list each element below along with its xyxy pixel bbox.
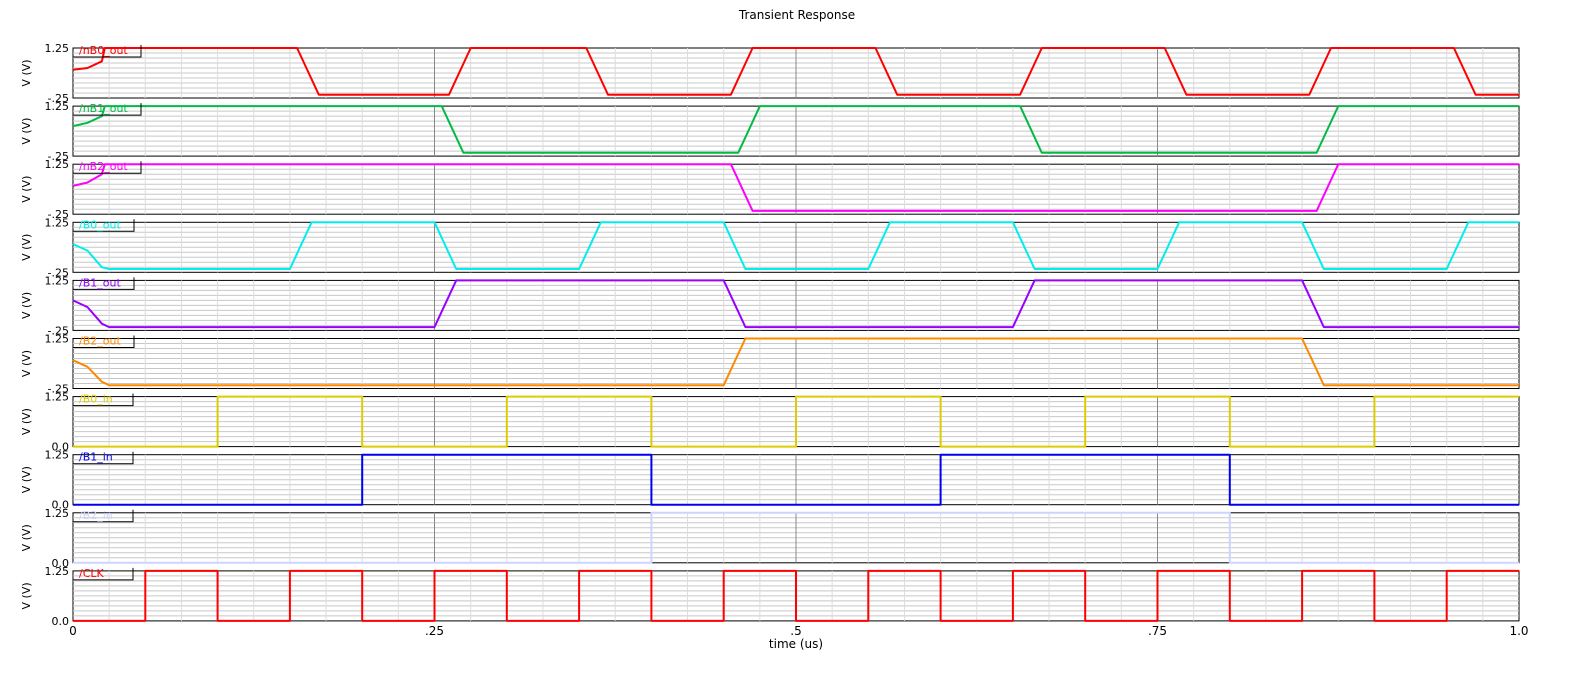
y-tick-label-bottom: 0.0 <box>52 441 70 454</box>
y-axis-label: V (V) <box>20 176 33 203</box>
trace-label[interactable]: /B2_out <box>79 335 121 348</box>
trace-label-frame <box>73 219 135 232</box>
y-tick-label-bottom: -.25 <box>48 208 69 221</box>
y-tick-label-bottom: 0.0 <box>52 557 70 570</box>
trace-label-frame <box>73 103 142 116</box>
y-tick-label-top: 1.25 <box>45 100 70 113</box>
y-axis-label: V (V) <box>20 234 33 261</box>
waveform-line <box>73 569 1519 622</box>
waveform-line <box>72 47 1519 96</box>
waveform-panel: /nB2_out 1.25 -.25 V (V) <box>20 158 1520 221</box>
y-tick-label-top: 1.25 <box>45 42 70 55</box>
trace-label-frame <box>73 45 142 58</box>
y-tick-label-top: 1.25 <box>45 449 70 462</box>
trace-label-frame <box>73 509 134 523</box>
waveform-line <box>73 453 1519 506</box>
y-tick-label-bottom: 0.0 <box>52 615 70 628</box>
x-tick-label: 1.0 <box>1509 624 1528 638</box>
trace-label[interactable]: /CLK <box>79 567 105 580</box>
trace-label-frame <box>73 161 142 174</box>
trace-label-frame <box>73 335 135 348</box>
waveform-panel: /B1_out 1.25 -.25 V (V) <box>20 274 1520 337</box>
x-axis-label: time (us) <box>769 637 823 651</box>
y-axis-label: V (V) <box>20 524 33 551</box>
waveform-line <box>72 221 1519 270</box>
y-tick-label-top: 1.25 <box>45 333 70 346</box>
waveform-line <box>72 105 1519 154</box>
y-tick-label-bottom: 0.0 <box>52 499 70 512</box>
trace-label[interactable]: /B0_in <box>79 393 113 406</box>
y-tick-label-top: 1.25 <box>45 216 70 229</box>
trace-label[interactable]: /B1_in <box>79 451 113 464</box>
y-tick-label-top: 1.25 <box>45 565 70 578</box>
x-tick-label: .5 <box>790 624 801 638</box>
waveform-panel: /B1_in 1.25 0.0 V (V) <box>20 449 1520 512</box>
trace-label[interactable]: /nB0_out <box>79 44 128 57</box>
trace-label[interactable]: /B2_in <box>79 509 113 522</box>
y-axis-label: V (V) <box>20 59 33 86</box>
trace-label-frame <box>73 567 134 581</box>
y-tick-label-top: 1.25 <box>45 158 70 171</box>
y-tick-label-bottom: -.25 <box>48 324 69 337</box>
y-tick-label-bottom: -.25 <box>48 92 69 105</box>
trace-label[interactable]: /B1_out <box>79 276 121 289</box>
trace-label-frame <box>73 451 134 465</box>
y-axis-label: V (V) <box>20 350 33 377</box>
waveform-panel: /B0_out 1.25 -.25 V (V) <box>20 216 1520 279</box>
waveform-line <box>72 163 1519 212</box>
y-tick-label-bottom: -.25 <box>48 266 69 279</box>
y-tick-label-top: 1.25 <box>45 507 70 520</box>
waveform-panel: /B2_in 1.25 0.0 V (V) <box>20 507 1520 570</box>
y-tick-label-top: 1.25 <box>45 391 70 404</box>
y-axis-label: V (V) <box>20 466 33 493</box>
trace-label[interactable]: /B0_out <box>79 218 121 231</box>
chart-title: Transient Response <box>738 8 856 22</box>
y-tick-label-top: 1.25 <box>45 274 70 287</box>
x-tick-label: 0 <box>69 624 77 638</box>
y-axis-label: V (V) <box>20 118 33 145</box>
trace-label-frame <box>73 277 135 290</box>
y-tick-label-bottom: -.25 <box>48 383 69 396</box>
y-axis-label: V (V) <box>20 292 33 319</box>
waveform-panel: /B0_in 1.25 0.0 V (V) <box>20 391 1520 454</box>
waveform-line <box>73 511 1519 564</box>
y-axis-label: V (V) <box>20 582 33 609</box>
waveform-line <box>72 337 1519 387</box>
waveform-panel: /nB0_out 1.25 -.25 V (V) <box>20 42 1520 105</box>
waveform-panel: /nB1_out 1.25 -.25 V (V) <box>20 100 1520 163</box>
trace-label[interactable]: /nB1_out <box>79 102 128 115</box>
trace-label[interactable]: /nB2_out <box>79 160 128 173</box>
y-tick-label-bottom: -.25 <box>48 150 69 163</box>
waveform-line <box>73 395 1519 448</box>
x-tick-label: .75 <box>1148 624 1167 638</box>
x-tick-label: .25 <box>425 624 444 638</box>
waveform-panel: /CLK 1.25 0.0 V (V) <box>20 565 1520 628</box>
y-axis-label: V (V) <box>20 408 33 435</box>
waveform-panel: /B2_out 1.25 -.25 V (V) <box>20 333 1520 396</box>
waveform-line <box>72 279 1519 329</box>
trace-label-frame <box>73 393 134 407</box>
